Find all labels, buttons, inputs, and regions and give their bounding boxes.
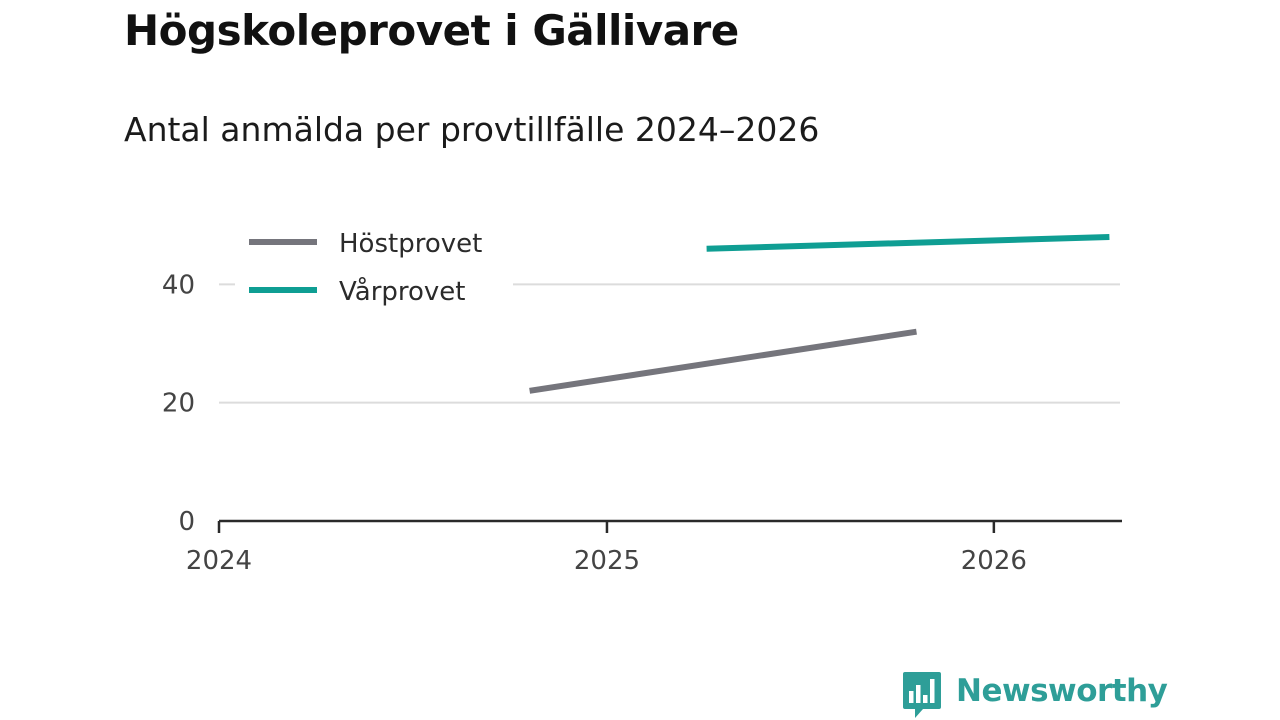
x-tick-label: 2026 [961,546,1027,576]
legend: Höstprovet Vårprovet [235,216,513,316]
series-line-0 [529,328,917,394]
y-tick-label: 20 [162,389,195,419]
legend-label: Vårprovet [339,276,466,307]
legend-background [235,216,513,316]
y-axis-labels: 0 20 40 [162,270,195,537]
y-tick-label: 0 [178,507,195,537]
chart-subtitle: Antal anmälda per provtillfälle 2024–202… [124,110,820,149]
chart-bubble-icon [903,672,941,718]
series-lines [529,234,1110,394]
chart-title: Högskoleprovet i Gällivare [124,6,739,55]
newsworthy-logo: Newsworthy [902,670,1168,720]
y-tick-label: 40 [162,270,195,300]
brand-name: Newsworthy [956,673,1168,709]
legend-label: Höstprovet [339,229,482,259]
x-tick-label: 2024 [186,546,252,576]
x-tick-label: 2025 [574,546,640,576]
x-axis: 2024 2025 2026 [186,519,1122,576]
series-line-1 [706,234,1110,252]
